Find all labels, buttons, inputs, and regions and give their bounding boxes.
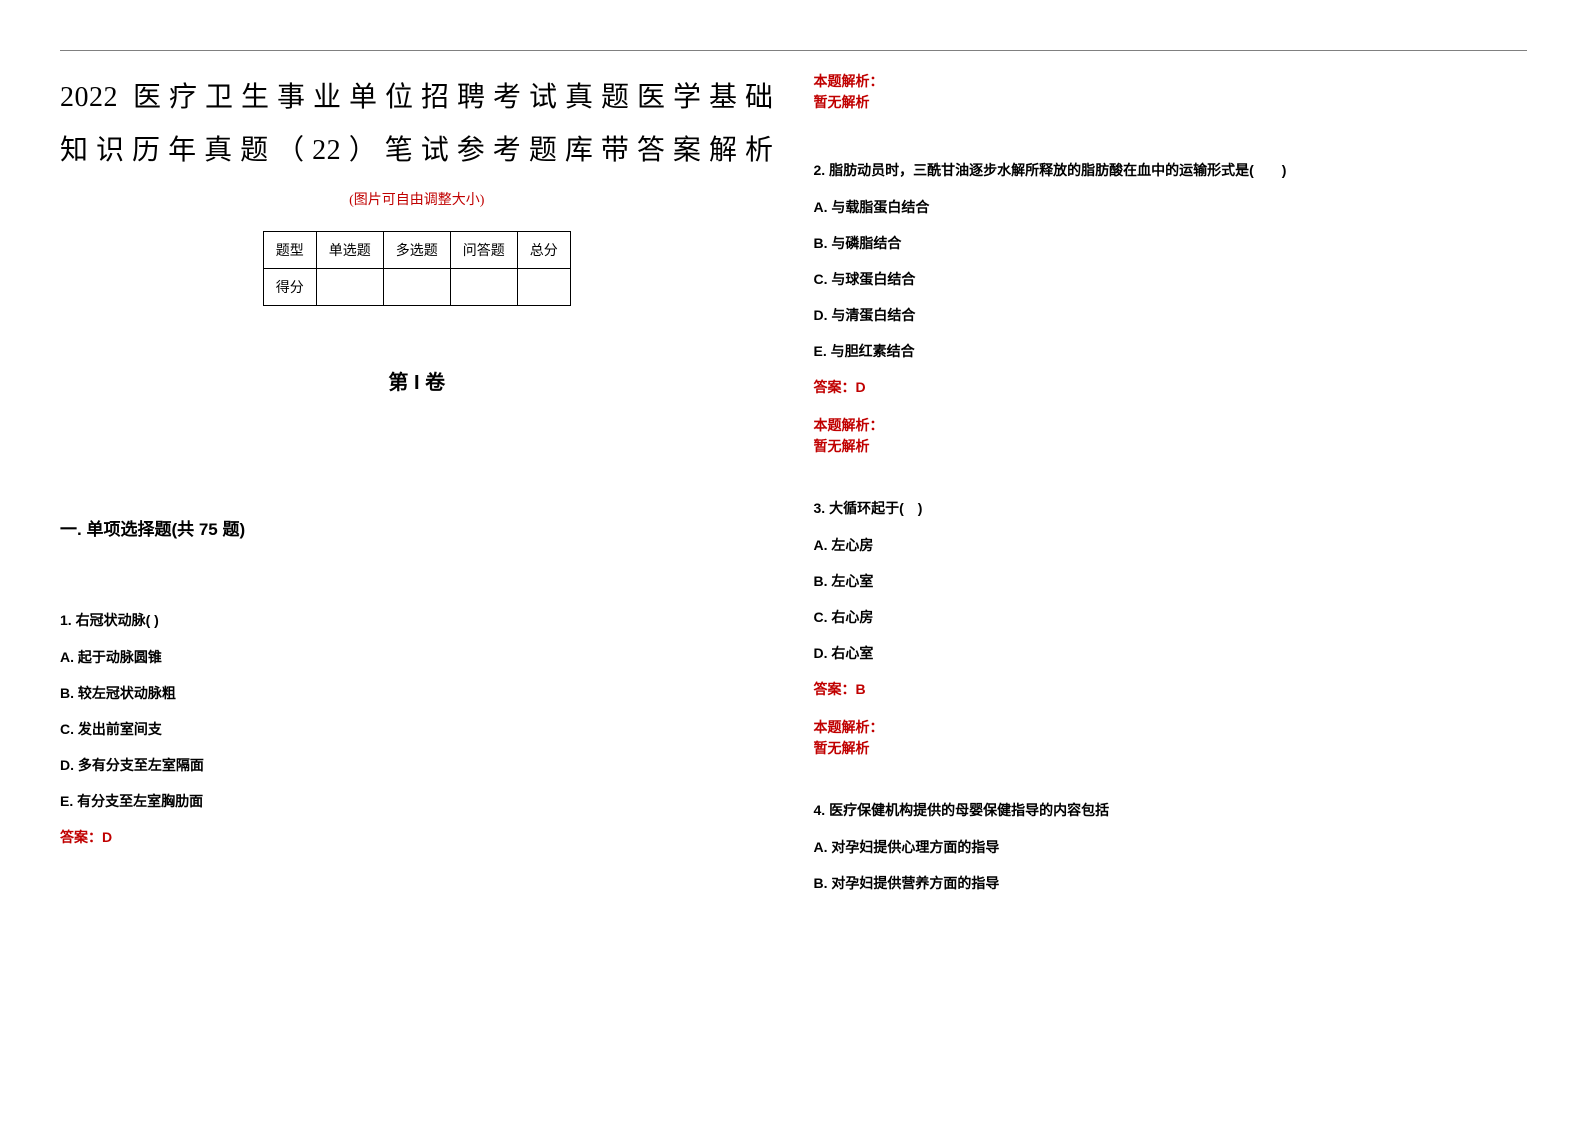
document-title-line1: 2022 医疗卫生事业单位招聘考试真题医学基础: [60, 71, 774, 124]
th-essay: 问答题: [450, 232, 517, 269]
explain-label: 本题解析：: [814, 71, 1528, 92]
question-stem: 4. 医疗保健机构提供的母婴保健指导的内容包括: [814, 800, 1528, 821]
question-option: D. 多有分支至左室隔面: [60, 755, 774, 775]
td-total-score: [517, 269, 570, 306]
question-option: B. 较左冠状动脉粗: [60, 683, 774, 703]
th-type: 题型: [263, 232, 316, 269]
answer-prefix: 答案：: [814, 681, 856, 697]
answer-line: 答案：D: [814, 377, 1528, 397]
question-2: 2. 脂肪动员时，三酰甘油逐步水解所释放的脂肪酸在血中的运输形式是( ) A. …: [814, 160, 1528, 456]
td-score-label: 得分: [263, 269, 316, 306]
question-option: D. 右心室: [814, 643, 1528, 663]
right-column: 本题解析： 暂无解析 2. 脂肪动员时，三酰甘油逐步水解所释放的脂肪酸在血中的运…: [814, 71, 1528, 893]
left-column: 2022 医疗卫生事业单位招聘考试真题医学基础 知识历年真题（22）笔试参考题库…: [60, 71, 774, 893]
question-option: B. 与磷脂结合: [814, 233, 1528, 253]
two-column-layout: 2022 医疗卫生事业单位招聘考试真题医学基础 知识历年真题（22）笔试参考题库…: [60, 71, 1527, 893]
th-single: 单选题: [316, 232, 383, 269]
question-option: D. 与清蛋白结合: [814, 305, 1528, 325]
question-option: E. 有分支至左室胸肋面: [60, 791, 774, 811]
td-single-score: [316, 269, 383, 306]
question-option: A. 与载脂蛋白结合: [814, 197, 1528, 217]
explain-label: 本题解析：: [814, 717, 1528, 738]
question-option: A. 起于动脉圆锥: [60, 647, 774, 667]
question-option: E. 与胆红素结合: [814, 341, 1528, 361]
question-4: 4. 医疗保健机构提供的母婴保健指导的内容包括 A. 对孕妇提供心理方面的指导 …: [814, 800, 1528, 893]
table-row: 得分: [263, 269, 570, 306]
answer-line: 答案：D: [60, 827, 774, 847]
explain-body: 暂无解析: [814, 92, 1528, 112]
section-title: 一. 单项选择题(共 75 题): [60, 515, 774, 540]
resize-note: (图片可自由调整大小): [60, 189, 774, 209]
td-essay-score: [450, 269, 517, 306]
explain-body: 暂无解析: [814, 436, 1528, 456]
answer-line: 答案：B: [814, 679, 1528, 699]
question-1: 1. 右冠状动脉( ) A. 起于动脉圆锥 B. 较左冠状动脉粗 C. 发出前室…: [60, 610, 774, 847]
question-option: C. 发出前室间支: [60, 719, 774, 739]
question-option: B. 左心室: [814, 571, 1528, 591]
table-row: 题型 单选题 多选题 问答题 总分: [263, 232, 570, 269]
question-option: C. 右心房: [814, 607, 1528, 627]
question-option: C. 与球蛋白结合: [814, 269, 1528, 289]
document-title-line2: 知识历年真题（22）笔试参考题库带答案解析: [60, 124, 774, 177]
answer-value: D: [856, 379, 866, 395]
answer-value: D: [102, 829, 112, 845]
question-option: A. 左心房: [814, 535, 1528, 555]
question-stem: 1. 右冠状动脉( ): [60, 610, 774, 631]
answer-value: B: [856, 681, 866, 697]
volume-title: 第 I 卷: [60, 366, 774, 395]
explain-label: 本题解析：: [814, 415, 1528, 436]
question-stem: 2. 脂肪动员时，三酰甘油逐步水解所释放的脂肪酸在血中的运输形式是( ): [814, 160, 1528, 181]
question-3: 3. 大循环起于( ) A. 左心房 B. 左心室 C. 右心房 D. 右心室 …: [814, 498, 1528, 758]
top-rule: [60, 50, 1527, 51]
answer-prefix: 答案：: [60, 829, 102, 845]
question-option: B. 对孕妇提供营养方面的指导: [814, 873, 1528, 893]
th-total: 总分: [517, 232, 570, 269]
question-stem: 3. 大循环起于( ): [814, 498, 1528, 519]
score-table: 题型 单选题 多选题 问答题 总分 得分: [263, 231, 571, 306]
question-option: A. 对孕妇提供心理方面的指导: [814, 837, 1528, 857]
explain-body: 暂无解析: [814, 738, 1528, 758]
th-multi: 多选题: [383, 232, 450, 269]
td-multi-score: [383, 269, 450, 306]
answer-prefix: 答案：: [814, 379, 856, 395]
